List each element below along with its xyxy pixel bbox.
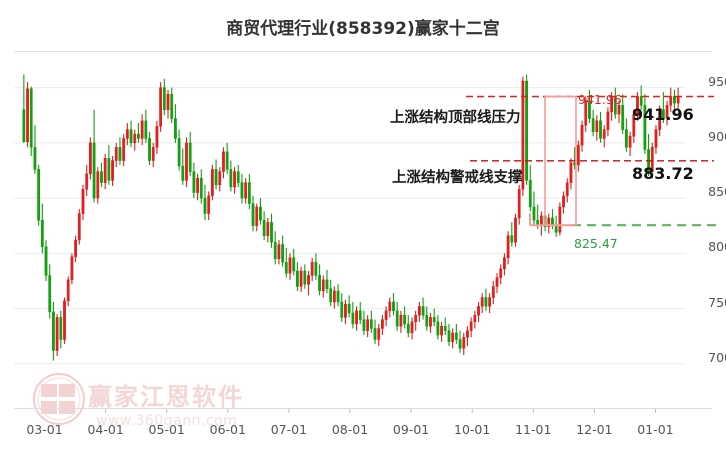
annotation-levels-group: [466, 95, 722, 227]
header-divider: [14, 51, 712, 52]
axis-divider: [14, 408, 712, 409]
x-axis-tick-12-01: 12-01: [576, 422, 613, 437]
support-annotation-label: 上涨结构警戒线支撑: [392, 170, 523, 186]
box-bottom-price-tag: 825.47: [574, 236, 618, 251]
y-axis-tick-900: 900: [708, 128, 726, 144]
y-axis-tick-700: 700: [708, 349, 726, 365]
x-axis-tick-11-01: 11-01: [515, 422, 552, 437]
x-axis-tick-07-01: 07-01: [270, 422, 308, 437]
x-axis-tick-06-01: 06-01: [209, 422, 246, 437]
candles-group: [22, 74, 680, 361]
x-axis-tick-08-01: 08-01: [331, 422, 369, 437]
y-axis-tick-750: 750: [708, 294, 726, 310]
support-price-tag: 883.72: [632, 164, 694, 183]
gann-box: [529, 95, 577, 227]
resistance-annotation-label: 上涨结构顶部线压力: [390, 110, 521, 126]
x-axis-tick-10-01: 10-01: [454, 422, 491, 437]
x-axis-tick-04-01: 04-01: [87, 422, 124, 437]
resistance-price-tag-small: 941.96: [578, 92, 622, 107]
y-axis-tick-950: 950: [708, 73, 726, 89]
resistance-price-tag: 941.96: [632, 105, 694, 124]
x-axis-tick-09-01: 09-01: [392, 422, 430, 437]
x-axis-tick-05-01: 05-01: [148, 422, 185, 437]
x-axis-tick-01-01: 01-01: [637, 422, 674, 437]
y-axis-tick-850: 850: [708, 184, 726, 200]
x-axis-tick-03-01: 03-01: [26, 422, 63, 437]
y-axis-tick-800: 800: [708, 239, 726, 255]
page-title: 商贸代理行业(858392)赢家十二宫: [226, 19, 500, 39]
